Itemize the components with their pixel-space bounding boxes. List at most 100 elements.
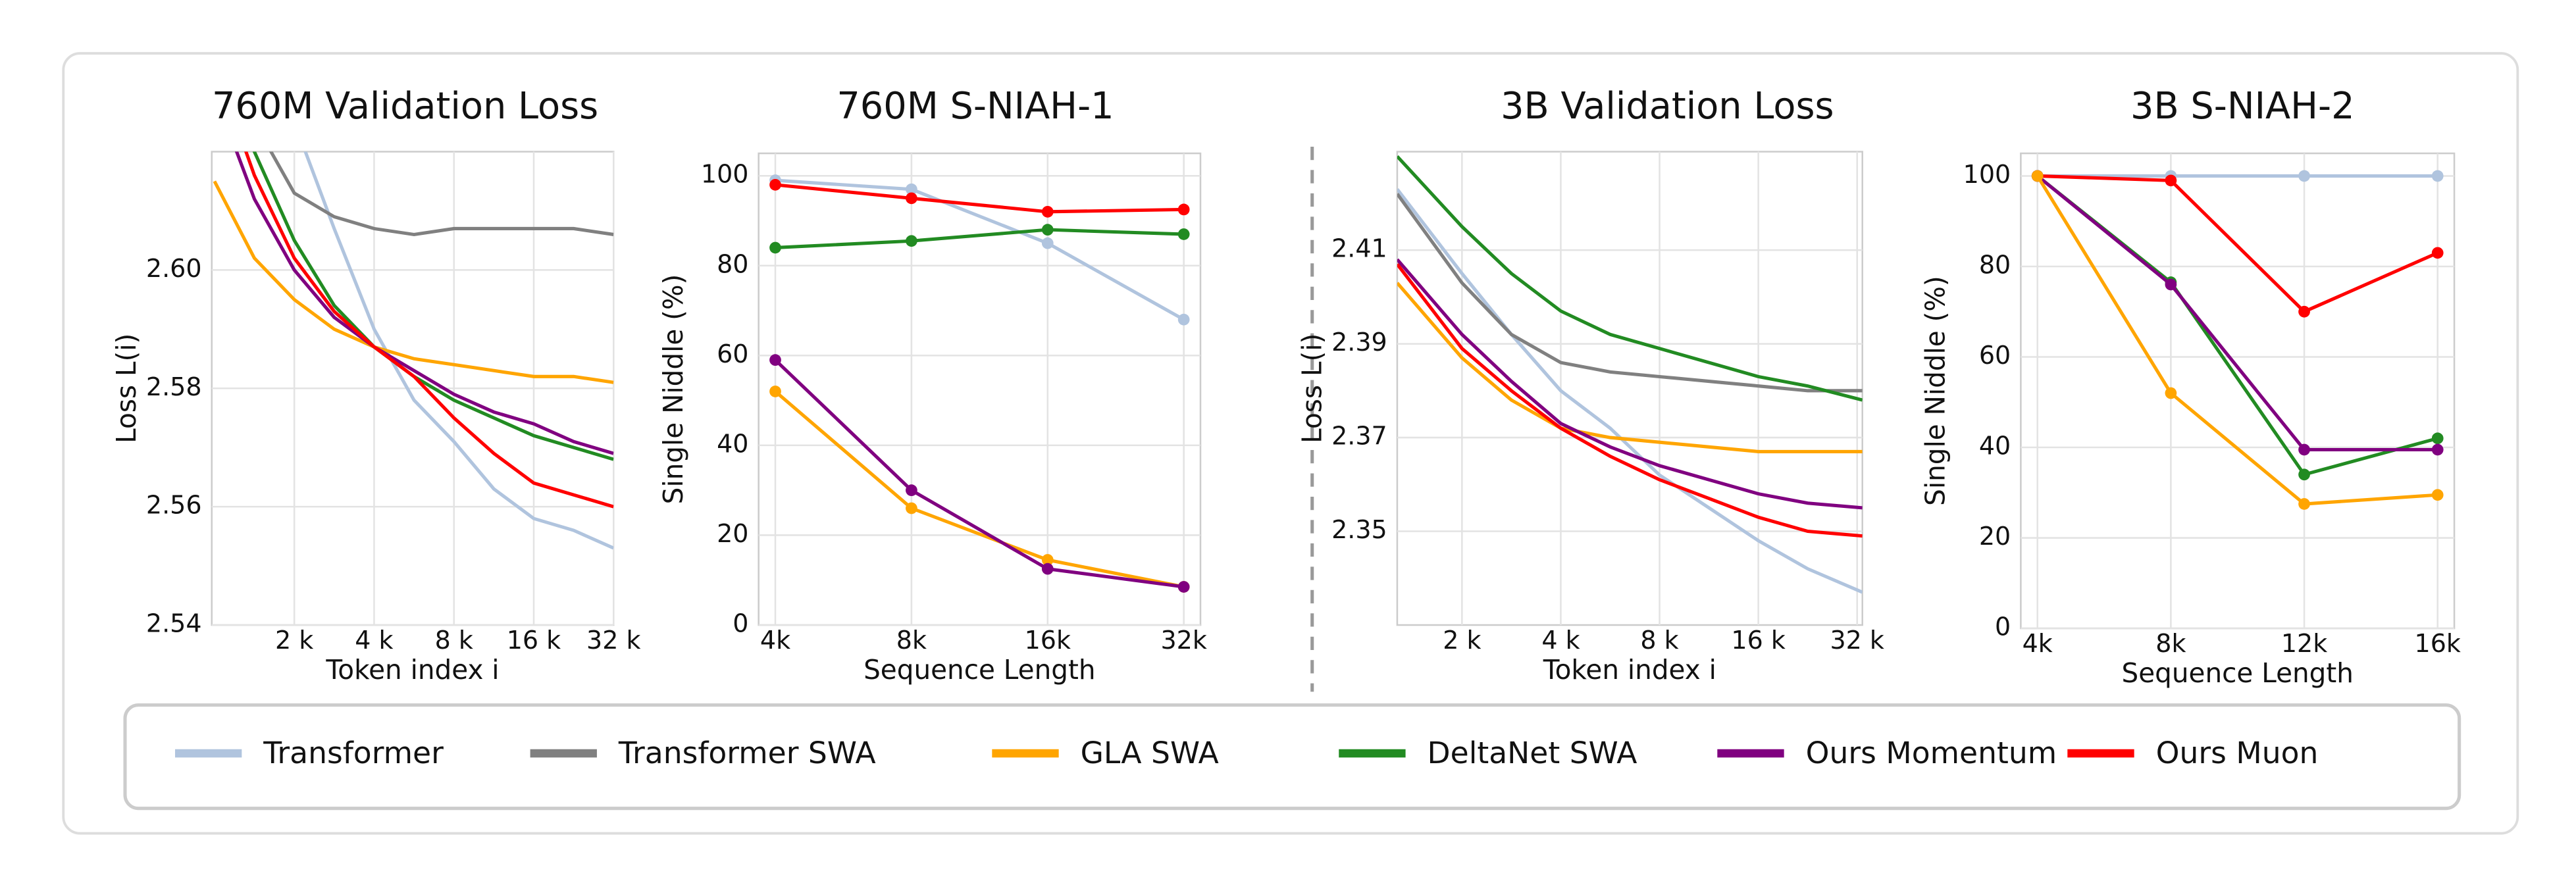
plot-area [758, 152, 1202, 626]
series-line [775, 183, 1184, 214]
series-line [1397, 282, 1863, 453]
series-line [244, 151, 614, 509]
x-tick-label: 16k [2415, 629, 2461, 658]
data-point [769, 354, 781, 366]
data-point [2431, 443, 2444, 456]
series-line [775, 228, 1184, 249]
data-point [2431, 247, 2444, 259]
y-tick-label: 2.56 [146, 491, 202, 520]
x-tick-label: 16 k [1731, 626, 1785, 655]
y-axis-label: Single Niddle (%) [1920, 276, 1951, 506]
data-point [1177, 313, 1190, 326]
data-point [2298, 170, 2310, 182]
y-tick-label: 40 [717, 429, 748, 458]
series-line [774, 359, 1184, 589]
x-tick-label: 12k [2281, 629, 2327, 658]
x-tick-label: 8k [2155, 629, 2186, 658]
series-line [2036, 174, 2438, 452]
series-line [1397, 193, 1863, 393]
y-tick-label: 2.41 [1331, 234, 1387, 263]
data-point [2431, 489, 2444, 501]
legend-label: Transformer [263, 736, 444, 770]
y-tick-label: 60 [1979, 341, 2011, 370]
series-line [303, 151, 614, 550]
x-axis-label: Token index i [325, 654, 499, 686]
chart-title: 760M S-NIAH-1 [837, 85, 1114, 128]
series-line [269, 151, 614, 237]
chart-title: 760M Validation Loss [212, 85, 598, 128]
data-point [2298, 498, 2310, 510]
data-point [1041, 554, 1054, 566]
series-group [2031, 170, 2444, 510]
series-line [1397, 188, 1863, 594]
series-group [769, 174, 1190, 593]
data-point [1041, 563, 1054, 575]
y-tick-label: 20 [1979, 522, 2011, 551]
x-axis-label: Token index i [1543, 654, 1716, 686]
data-point [906, 502, 917, 514]
series-line [234, 151, 614, 455]
y-tick-label: 60 [717, 339, 748, 368]
legend-label: GLA SWA [1081, 736, 1219, 770]
x-tick-label: 32 k [1830, 626, 1884, 655]
series-line [774, 390, 1185, 589]
y-tick-label: 2.58 [146, 372, 202, 401]
series-line [2036, 175, 2438, 506]
x-tick-label: 4k [2022, 629, 2053, 658]
y-tick-label: 2.54 [146, 609, 202, 638]
data-point [2431, 432, 2444, 445]
y-tick-label: 0 [733, 609, 748, 638]
data-point [1041, 237, 1054, 249]
y-tick-label: 80 [717, 249, 748, 278]
y-tick-label: 40 [1979, 432, 2011, 461]
data-point [2165, 174, 2177, 187]
data-point [769, 241, 781, 254]
x-tick-label: 4k [760, 626, 790, 655]
y-axis-label: Single Niddle (%) [657, 274, 689, 505]
data-point [2431, 170, 2444, 182]
x-tick-label: 8k [896, 626, 927, 655]
chart-title: 3B S-NIAH-2 [2130, 85, 2355, 128]
panel [62, 52, 2519, 835]
x-tick-label: 32 k [586, 626, 640, 655]
y-tick-label: 0 [1995, 613, 2011, 641]
data-point [1177, 228, 1190, 240]
series-line [2037, 174, 2438, 314]
x-tick-label: 2 k [275, 626, 313, 655]
data-point [1177, 581, 1190, 593]
data-point [906, 484, 917, 497]
data-point [2165, 387, 2177, 399]
series-line [1397, 155, 1863, 402]
plot-area [2020, 152, 2456, 630]
legend-label: Ours Muon [2156, 736, 2319, 770]
x-tick-label: 16 k [507, 626, 561, 655]
y-tick-label: 2.37 [1331, 422, 1387, 451]
data-point [2298, 468, 2310, 481]
data-point [1041, 205, 1054, 218]
legend-box [123, 703, 2461, 811]
data-point [906, 183, 917, 195]
y-tick-label: 80 [1979, 250, 2011, 279]
chart-title: 3B Validation Loss [1501, 85, 1834, 128]
y-tick-label: 2.60 [146, 254, 202, 283]
series-line [775, 178, 1185, 321]
data-point [2031, 170, 2044, 182]
series-line [1397, 263, 1863, 538]
data-point [1177, 203, 1190, 216]
x-axis-label: Sequence Length [863, 654, 1095, 686]
series-group [213, 151, 614, 550]
y-tick-label: 100 [701, 160, 749, 189]
y-tick-label: 20 [717, 519, 748, 548]
data-point [906, 235, 917, 247]
x-tick-label: 8 k [435, 626, 473, 655]
series-line [213, 180, 614, 384]
y-tick-label: 2.39 [1331, 328, 1387, 357]
x-tick-label: 8 k [1640, 626, 1678, 655]
y-tick-label: 100 [1963, 160, 2011, 189]
series-group [1397, 155, 1863, 594]
y-axis-label: Loss L(i) [111, 334, 142, 443]
data-point [769, 179, 781, 191]
series-line [1397, 258, 1863, 510]
legend-label: DeltaNet SWA [1428, 736, 1637, 770]
